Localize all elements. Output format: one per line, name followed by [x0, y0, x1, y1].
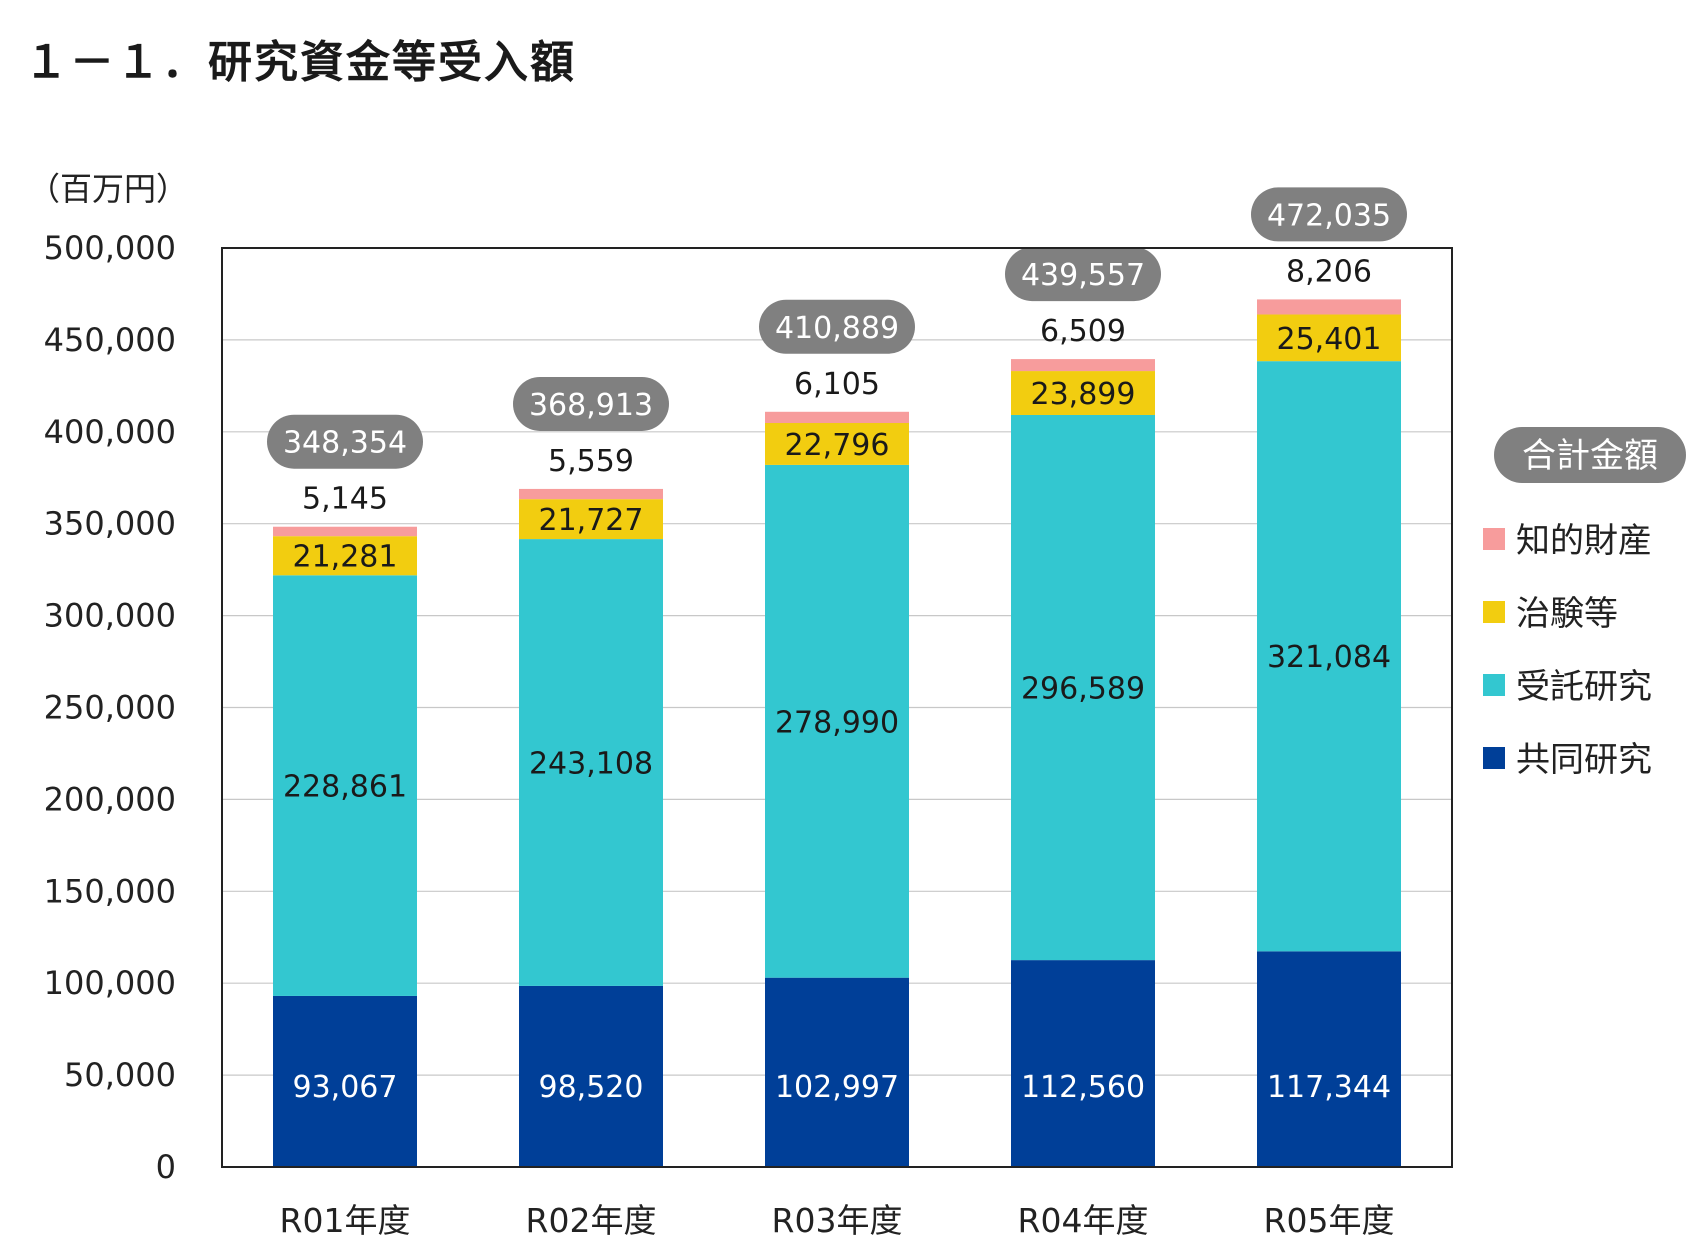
x-tick-label: R05年度 — [1264, 1201, 1395, 1240]
bar-segment — [1011, 960, 1155, 1167]
data-label: 6,509 — [1040, 314, 1126, 349]
total-badge — [1251, 187, 1407, 242]
y-tick-label: 300,000 — [44, 597, 176, 635]
y-tick-label: 150,000 — [44, 872, 176, 910]
y-tick-label: 200,000 — [44, 780, 176, 818]
legend-swatch — [1483, 528, 1505, 550]
data-label: 21,727 — [539, 503, 644, 538]
page-title: １－１．研究資金等受入額 — [24, 37, 576, 88]
total-badge — [513, 376, 669, 431]
bar-segment — [1257, 299, 1401, 315]
data-label: 278,990 — [775, 705, 899, 740]
total-label: 439,557 — [1021, 258, 1145, 293]
data-label: 5,559 — [548, 444, 634, 479]
total-badge — [759, 299, 915, 354]
total-badge — [1005, 247, 1161, 302]
data-label: 22,796 — [785, 428, 890, 463]
bar-segment — [765, 977, 909, 1167]
legend-label: 知的財産 — [1516, 521, 1652, 561]
y-axis-unit-label: （百万円） — [28, 170, 188, 208]
bar-segment — [519, 488, 663, 500]
y-tick-label: 250,000 — [44, 689, 176, 727]
data-label: 23,899 — [1031, 377, 1136, 412]
data-label: 321,084 — [1267, 640, 1391, 675]
data-label: 5,145 — [302, 482, 388, 517]
y-axis: 0 50,000 100,000 150,000 200,000 250,000 300,0… — [44, 229, 1452, 1186]
legend-label: 治験等 — [1516, 594, 1618, 634]
y-tick-label: 450,000 — [44, 321, 176, 359]
y-tick-label: 500,000 — [44, 229, 176, 267]
x-axis: R01年度 R02年度 R03年度 R04年度 R05年度 — [280, 1201, 1395, 1240]
data-label: 102,997 — [775, 1070, 899, 1105]
data-label: 8,206 — [1286, 254, 1372, 289]
data-label: 6,105 — [794, 367, 880, 402]
bar-segment — [765, 464, 909, 978]
bar-segment — [1011, 414, 1155, 961]
bar-segment — [1257, 361, 1401, 952]
bar-segment — [273, 536, 417, 576]
y-tick-label: 350,000 — [44, 505, 176, 543]
legend-title-badge — [1494, 427, 1686, 483]
total-badge — [267, 414, 423, 469]
total-label: 410,889 — [775, 311, 899, 346]
bar-segment — [1257, 314, 1401, 362]
data-label: 228,861 — [283, 770, 407, 805]
data-label: 243,108 — [529, 747, 653, 782]
total-label: 368,913 — [529, 388, 653, 423]
bar-segment — [519, 499, 663, 540]
bar-segment — [765, 411, 909, 424]
bars: 93,067 228,861 21,281 5,145 348,354 98,520 243… — [267, 187, 1407, 1167]
data-label: 98,520 — [539, 1070, 644, 1105]
bar-segment — [1011, 359, 1155, 372]
y-tick-label: 50,000 — [64, 1056, 176, 1094]
data-label: 117,344 — [1267, 1070, 1391, 1105]
bar-segment — [273, 995, 417, 1167]
y-tick-label: 400,000 — [44, 413, 176, 451]
y-tick-label: 0 — [156, 1148, 176, 1186]
data-label: 296,589 — [1021, 672, 1145, 707]
bar-segment — [765, 423, 909, 465]
total-label: 348,354 — [283, 426, 407, 461]
x-tick-label: R03年度 — [772, 1201, 903, 1240]
x-tick-label: R04年度 — [1018, 1201, 1149, 1240]
data-label: 93,067 — [293, 1070, 398, 1105]
bar-segment — [1257, 951, 1401, 1167]
bar-segment — [1011, 371, 1155, 415]
total-label: 472,035 — [1267, 198, 1391, 233]
legend-swatch — [1483, 674, 1505, 696]
legend-label: 共同研究 — [1516, 740, 1652, 780]
legend-title: 合計金額 — [1522, 436, 1658, 476]
bar-segment — [519, 539, 663, 986]
bar-segment — [273, 526, 417, 537]
x-tick-label: R02年度 — [526, 1201, 657, 1240]
data-label: 25,401 — [1277, 322, 1382, 357]
x-tick-label: R01年度 — [280, 1201, 411, 1240]
legend-swatch — [1483, 747, 1505, 769]
legend-label: 受託研究 — [1516, 667, 1652, 707]
data-label: 112,560 — [1021, 1070, 1145, 1105]
y-tick-label: 100,000 — [44, 964, 176, 1002]
bar-segment — [273, 575, 417, 996]
data-label: 21,281 — [293, 540, 398, 575]
bar-segment — [519, 985, 663, 1167]
legend-swatch — [1483, 601, 1505, 623]
